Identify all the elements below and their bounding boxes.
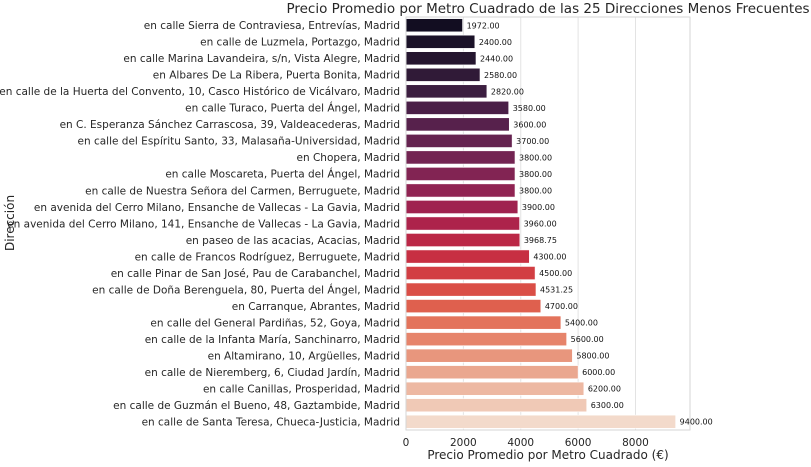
value-label: 3968.75 [524,236,557,245]
value-label: 4531.25 [540,286,573,295]
x-tick-label: 2000 [450,437,477,449]
value-label: 4500.00 [539,269,572,278]
bar [405,84,488,99]
x-tick-labels: 0 2000 4000 6000 8000 [403,437,649,449]
y-tick-label: en calle del Espíritu Santo, 33, Malasañ… [78,136,400,148]
y-tick-label: en calle de Doña Berenguela, 80, Puerta … [92,283,400,296]
bar [405,100,509,115]
value-label: 3600.00 [513,120,546,129]
value-label: 3700.00 [516,137,549,146]
value-label: 3800.00 [519,153,552,162]
bar [405,216,520,231]
y-tick-label: en calle Sierra de Contraviesa, Entrevía… [144,20,400,32]
y-tick-label: en Carranque, Abrantes, Madrid [232,301,400,313]
y-tick-label: en calle de Francos Rodríguez, Berruguet… [135,251,400,263]
y-tick-label: en calle de Nuestra Señora del Carmen, B… [85,185,400,197]
value-label: 2440.00 [480,54,513,63]
y-tick-label: en calle de Santa Teresa, Chueca-Justici… [142,417,400,429]
bar [405,18,463,33]
value-label: 3960.00 [524,220,557,229]
value-label: 2820.00 [491,87,524,96]
value-labels: 1972.00 2400.00 2440.00 2580.00 2820.00 3580.… [467,21,713,426]
bar [405,266,536,280]
y-tick-label: en calle de Guzmán el Bueno, 48, Gaztamb… [113,400,400,412]
y-tick-label: en calle de Nieremberg, 6, Ciudad Jardín… [145,367,400,379]
bar [405,133,513,148]
bar [405,183,516,198]
value-label: 2400.00 [479,38,512,47]
bar [405,348,573,363]
value-label: 4700.00 [545,302,578,311]
y-tick-label: en avenida del Cerro Milano, 141, Ensanc… [7,218,400,230]
value-label: 3800.00 [519,170,552,179]
bar [405,200,519,214]
bar [405,365,579,380]
value-label: 3900.00 [522,203,555,212]
y-tick-label: en Chopera, Madrid [297,152,400,164]
y-tick-label: en calle de la Infanta María, Sanchinarr… [145,334,400,346]
plot-frame [405,16,691,431]
bar [405,282,537,297]
bar [405,398,588,413]
y-tick-label: en avenida del Cerro Milano, Ensanche de… [34,202,400,214]
bar [405,117,510,132]
y-tick-label: en C. Esperanza Sánchez Carrascosa, 39, … [60,119,400,131]
y-tick-label: en Altamirano, 10, Argüelles, Madrid [208,350,400,362]
value-label: 5800.00 [576,352,609,361]
value-label: 5400.00 [565,319,598,328]
y-tick-label: en calle de Luzmela, Portazgo, Madrid [200,37,400,49]
bar [405,299,542,314]
y-tick-label: en calle Moscareta, Puerta del Ángel, Ma… [165,168,400,181]
value-label: 3800.00 [519,186,552,195]
x-tick-label: 6000 [565,437,592,449]
value-label: 5600.00 [571,335,604,344]
bar [405,414,676,429]
y-tick-label: en calle Turaco, Puerta del Ángel, Madri… [185,102,400,115]
x-tick-label: 8000 [622,437,649,449]
value-label: 1972.00 [467,21,500,30]
value-label: 6200.00 [588,385,621,394]
x-tick-label: 0 [403,437,410,449]
y-tick-label: en calle de la Huerta del Convento, 10, … [0,86,400,98]
value-label: 2580.00 [484,71,517,80]
bars-group [405,18,676,429]
bar [405,233,521,247]
bar [405,51,477,66]
chart-title: Precio Promedio por Metro Cuadrado de la… [286,1,809,17]
y-tick-label: en Albares De La Ribera, Puerta Bonita, … [153,70,400,82]
x-tick-label: 4000 [507,437,534,449]
y-tick-label: en calle Pinar de San José, Pau de Carab… [111,268,400,280]
y-tick-label: en calle Marina Lavandeira, s/n, Vista A… [123,53,400,65]
bar [405,332,567,347]
y-tick-label: en paseo de las acacias, Acacias, Madrid [186,235,400,247]
value-label: 4300.00 [533,253,566,262]
value-label: 6300.00 [591,401,624,410]
y-tick-labels: en calle Sierra de Contraviesa, Entrevía… [0,20,400,428]
bar [405,67,481,82]
y-tick-label: en calle del General Pardiñas, 52, Goya,… [150,317,400,329]
bar [405,150,516,165]
value-label: 3580.00 [513,104,546,113]
y-axis-label: Dirección [3,195,17,251]
value-label: 6000.00 [582,368,615,377]
bar [405,167,516,181]
bar [405,381,585,396]
bar [405,315,562,330]
x-axis-label: Precio Promedio por Metro Cuadrado (€) [427,448,668,462]
y-tick-label: en calle Canillas, Prosperidad, Madrid [203,384,400,396]
bar [405,34,476,49]
bar [405,249,530,264]
value-label: 9400.00 [680,418,713,427]
